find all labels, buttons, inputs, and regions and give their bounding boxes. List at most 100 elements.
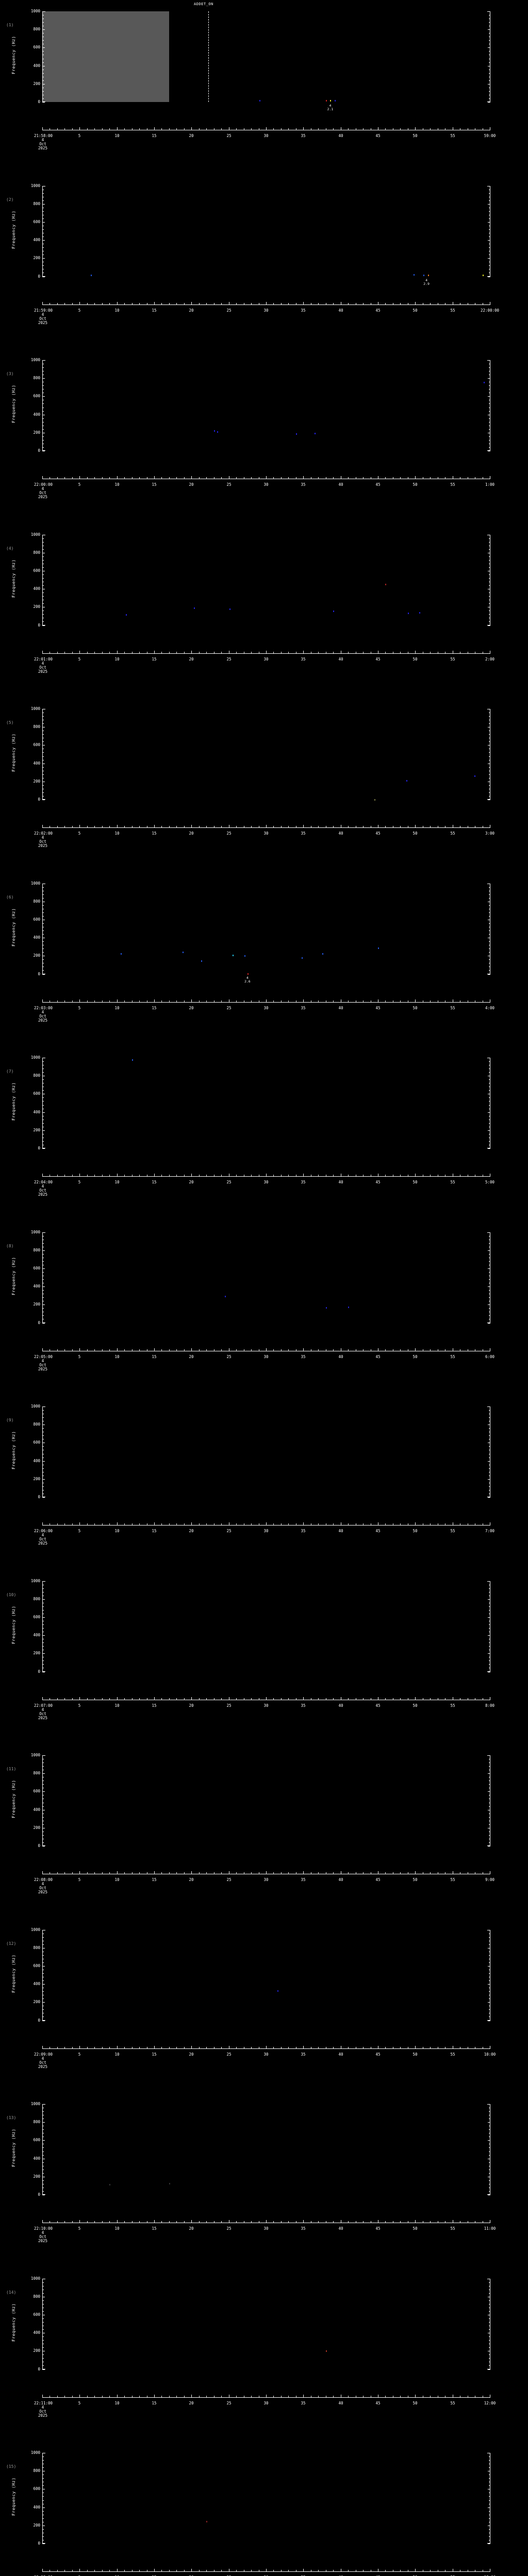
x-minor-tick [87, 1000, 88, 1003]
time-axis-cap [42, 301, 43, 305]
y-minor-tick [489, 2300, 490, 2301]
y-minor-tick [42, 2456, 44, 2457]
x-minor-tick [206, 1175, 207, 1177]
x-minor-tick [124, 477, 125, 479]
x-minor-tick [288, 2221, 289, 2223]
y-minor-tick [489, 2111, 490, 2112]
x-minor-tick [445, 1349, 446, 1351]
y-minor-tick [42, 1468, 44, 1469]
x-axis-tick-label: 20 [189, 2226, 194, 2231]
x-minor-tick [385, 1349, 386, 1351]
x-minor-tick [72, 1872, 73, 1874]
x-minor-tick [72, 128, 73, 130]
time-axis-cap [42, 2394, 43, 2398]
x-minor-tick [281, 826, 282, 828]
detection-pixel [169, 2183, 170, 2184]
y-minor-tick [42, 1944, 44, 1945]
x-minor-tick [72, 1349, 73, 1351]
y-major-tick [42, 1599, 45, 1600]
y-axis-tick-label: 0 [38, 972, 40, 976]
x-minor-tick [161, 128, 162, 130]
x-major-tick [191, 2045, 192, 2049]
y-minor-tick [489, 1297, 490, 1298]
x-minor-tick [124, 1000, 125, 1003]
y-minor-tick [42, 1097, 44, 1098]
x-axis-tick-label: 25 [226, 2052, 232, 2057]
x-axis-tick-label: 10 [114, 1005, 120, 1010]
y-minor-tick [489, 2456, 490, 2457]
y-minor-tick [489, 1955, 490, 1956]
y-axis-tick-label: 1000 [30, 2276, 40, 2281]
axis-cap [487, 799, 490, 800]
y-major-tick [488, 11, 490, 12]
x-axis-end-label: 59:00 [484, 133, 496, 138]
y-minor-tick [42, 1824, 44, 1825]
x-minor-tick [251, 1175, 252, 1177]
x-minor-tick [221, 1872, 222, 1874]
x-minor-tick [64, 826, 65, 828]
y-minor-tick [42, 2336, 44, 2337]
y-minor-tick [42, 1998, 44, 1999]
y-minor-tick [42, 905, 44, 906]
x-axis-tick-label: 45 [375, 2400, 381, 2405]
y-minor-tick [489, 934, 490, 935]
x-minor-tick [385, 1698, 386, 1700]
x-minor-tick [251, 1523, 252, 1526]
x-minor-tick [102, 1523, 103, 1526]
x-minor-tick [169, 128, 170, 130]
y-major-tick [42, 2369, 45, 2370]
x-minor-tick [281, 1698, 282, 1700]
y-major-tick [488, 102, 490, 103]
y-major-tick [42, 974, 45, 975]
y-minor-tick [42, 1417, 44, 1418]
y-minor-tick [489, 1272, 490, 1273]
y-minor-tick [489, 1646, 490, 1647]
detection-pixel [406, 780, 407, 782]
y-minor-tick [489, 1079, 490, 1080]
y-minor-tick [489, 229, 490, 230]
x-minor-tick [363, 1523, 364, 1526]
x-minor-tick [221, 477, 222, 479]
x-minor-tick [348, 1175, 349, 1177]
x-major-tick [303, 999, 304, 1003]
y-minor-tick [42, 385, 44, 386]
x-axis-tick-label: 35 [301, 1180, 306, 1184]
x-major-tick [154, 825, 155, 828]
x-axis-tick-label: 40 [338, 1529, 343, 1533]
y-major-tick [42, 2122, 45, 2123]
y-minor-tick [489, 1072, 490, 1073]
x-minor-tick [57, 477, 58, 479]
x-minor-tick [333, 1349, 334, 1351]
y-minor-tick [489, 1962, 490, 1963]
x-axis-end-label: 13:00 [469, 2575, 510, 2576]
y-major-tick [488, 360, 490, 361]
x-major-tick [303, 1174, 304, 1177]
x-minor-tick [124, 651, 125, 654]
x-minor-tick [288, 1698, 289, 1700]
x-minor-tick [64, 302, 65, 305]
x-axis-tick-label: 15 [152, 308, 157, 313]
x-minor-tick [333, 2395, 334, 2398]
y-major-tick [488, 378, 490, 379]
x-major-tick [79, 2394, 80, 2398]
x-major-tick [415, 2220, 416, 2223]
y-axis-tick-label: 400 [33, 63, 40, 68]
x-minor-tick [132, 2046, 133, 2049]
x-minor-tick [94, 1698, 95, 1700]
x-axis-date-label: 4 Oct 2025 [38, 2230, 48, 2243]
x-minor-tick [288, 477, 289, 479]
x-major-tick [303, 2220, 304, 2223]
y-minor-tick [489, 1628, 490, 1629]
x-minor-tick [385, 477, 386, 479]
y-axis-tick-label: 0 [38, 2541, 40, 2546]
x-minor-tick [94, 651, 95, 654]
y-minor-tick [489, 447, 490, 448]
x-axis-tick-label: 20 [189, 1180, 194, 1184]
x-minor-tick [64, 2046, 65, 2049]
y-axis-tick-label: 800 [33, 201, 40, 206]
y-axis-tick-label: 400 [33, 412, 40, 417]
y-axis-tick-label: 600 [33, 1266, 40, 1270]
x-minor-tick [445, 651, 446, 654]
detection-pixel [474, 775, 475, 777]
y-minor-tick [489, 774, 490, 775]
